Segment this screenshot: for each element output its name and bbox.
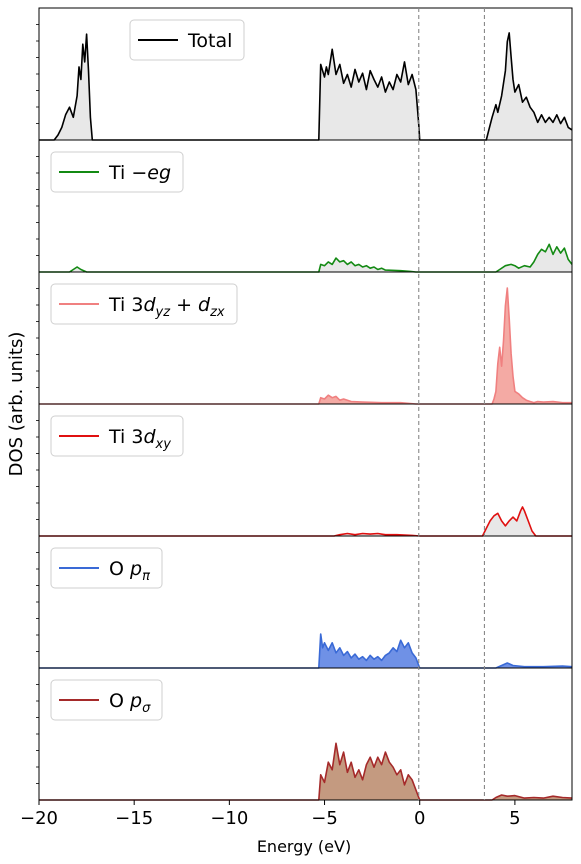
panels-layer: Total Ti −eg Ti 3dyz​ + dzx​ Ti 3dxy​ O pπ​ O… <box>36 7 573 801</box>
panel-frame <box>38 667 573 801</box>
dos-fill-0 <box>39 32 572 140</box>
legend-label: O pπ​ <box>109 558 150 584</box>
legend-5: O pσ​ <box>50 679 163 721</box>
legend-0: Total <box>129 19 245 61</box>
x-axis-label: Energy (eV) <box>257 837 351 856</box>
dos-line-1 <box>39 243 573 273</box>
panel-0: Total <box>36 7 573 141</box>
dos-fill-4 <box>39 634 572 668</box>
y-axis-label: DOS (arb. units) <box>6 332 27 477</box>
panel-4: O pπ​ <box>36 535 573 669</box>
dos-fill-5 <box>39 743 572 800</box>
legend-2: Ti 3dyz​ + dzx​ <box>50 283 238 325</box>
legend-label: Total <box>187 30 232 52</box>
legend-box <box>50 151 184 193</box>
dos-line-2 <box>39 287 572 405</box>
legend-label: Ti −eg <box>108 162 171 184</box>
dos-line-0 <box>39 32 573 141</box>
x-axis: −20 −15 −10 −5 0 5 <box>20 800 521 829</box>
x-tick-label: −5 <box>311 808 338 829</box>
x-tick-label: −10 <box>210 808 248 829</box>
dos-line-4 <box>39 633 573 669</box>
legend-box <box>50 679 163 721</box>
legend-label: Ti 3dxy​ <box>108 426 171 452</box>
legend-1: Ti −eg <box>50 151 184 193</box>
legend-box <box>129 19 245 61</box>
panel-5: O pσ​ <box>36 667 573 801</box>
legend-label: O pσ​ <box>109 690 151 716</box>
legend-box <box>50 547 163 589</box>
panel-3: Ti 3dxy​ <box>36 403 573 537</box>
legend-4: O pπ​ <box>50 547 163 589</box>
legend-label: Ti 3dyz​ + dzx​ <box>108 294 225 320</box>
dos-fill-1 <box>39 244 572 272</box>
x-tick-label: −20 <box>20 808 58 829</box>
panel-2: Ti 3dyz​ + dzx​ <box>36 271 573 405</box>
dos-fill-3 <box>39 507 572 536</box>
x-tick-label: 5 <box>509 808 520 829</box>
dos-line-3 <box>39 506 572 537</box>
legend-box <box>50 415 184 457</box>
x-tick-label: 0 <box>414 808 425 829</box>
panel-1: Ti −eg <box>36 139 573 273</box>
fermi-gap-lines <box>418 8 485 800</box>
legend-box <box>50 283 238 325</box>
legend-3: Ti 3dxy​ <box>50 415 184 457</box>
dos-line-5 <box>39 742 573 801</box>
x-tick-label: −15 <box>115 808 153 829</box>
